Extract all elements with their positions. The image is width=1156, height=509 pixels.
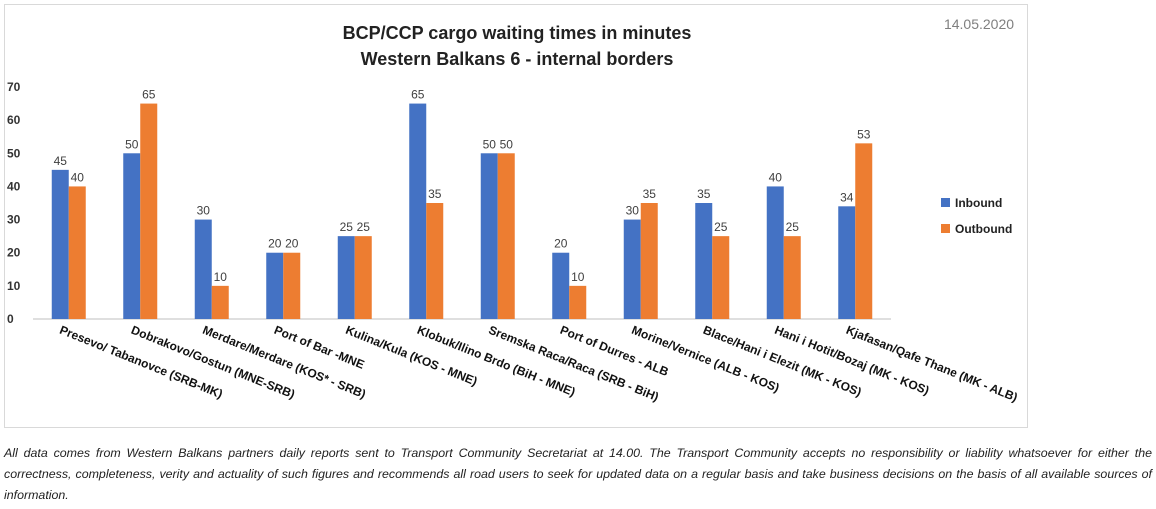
bar-outbound (569, 285, 587, 319)
bars-group (51, 103, 873, 319)
y-tick-label: 20 (7, 246, 21, 260)
bar-inbound (838, 206, 856, 319)
data-label-inbound: 20 (554, 237, 568, 251)
legend-swatch-inbound (941, 198, 950, 207)
chart-container: BCP/CCP cargo waiting times in minutes W… (4, 4, 1028, 428)
data-label-inbound: 50 (483, 137, 497, 151)
chart-date: 14.05.2020 (944, 16, 1014, 32)
data-label-inbound: 45 (54, 154, 68, 168)
bar-inbound (695, 203, 713, 319)
bar-outbound (640, 203, 658, 319)
y-tick-label: 50 (7, 146, 21, 160)
data-label-outbound: 35 (428, 187, 442, 201)
legend-label-outbound: Outbound (955, 222, 1012, 236)
legend: Inbound Outbound (941, 196, 1012, 236)
x-axis-tick-labels: Presevo/ Tabanovce (SRB-MK)Dobrakovo/Gos… (58, 323, 1020, 405)
legend-label-inbound: Inbound (955, 196, 1002, 210)
bar-inbound (123, 153, 141, 319)
y-tick-label: 70 (7, 80, 21, 94)
bar-outbound (283, 252, 301, 319)
bar-outbound (855, 143, 873, 319)
bar-inbound (409, 103, 427, 319)
y-tick-label: 60 (7, 113, 21, 127)
chart-title-line-2: Western Balkans 6 - internal borders (361, 49, 674, 69)
y-tick-label: 40 (7, 179, 21, 193)
bar-outbound (712, 236, 730, 319)
y-tick-label: 10 (7, 279, 21, 293)
data-label-outbound: 25 (786, 220, 800, 234)
data-label-outbound: 53 (857, 127, 871, 141)
data-label-outbound: 10 (571, 270, 585, 284)
y-axis-ticks: 0 10 20 30 40 50 60 70 (7, 80, 21, 326)
data-label-outbound: 25 (357, 220, 371, 234)
bar-inbound (480, 153, 498, 319)
data-label-inbound: 25 (340, 220, 354, 234)
data-label-outbound: 65 (142, 88, 156, 102)
x-tick-label: Kulina/Kula (KOS - MNE) (344, 323, 480, 389)
bar-inbound (623, 219, 641, 319)
data-label-inbound: 30 (197, 204, 211, 218)
data-label-inbound: 35 (697, 187, 711, 201)
data-label-outbound: 20 (285, 237, 299, 251)
data-label-inbound: 40 (769, 170, 783, 184)
bar-chart: BCP/CCP cargo waiting times in minutes W… (7, 16, 1020, 405)
bar-inbound (766, 186, 784, 319)
bar-inbound (337, 236, 355, 319)
bar-outbound (426, 203, 444, 319)
data-label-inbound: 20 (268, 237, 282, 251)
data-label-inbound: 30 (626, 204, 640, 218)
data-label-outbound: 35 (643, 187, 657, 201)
legend-swatch-outbound (941, 224, 950, 233)
data-label-outbound: 50 (500, 137, 514, 151)
data-label-inbound: 50 (125, 137, 139, 151)
bar-inbound (51, 169, 69, 319)
disclaimer-text: All data comes from Western Balkans part… (4, 446, 1152, 502)
data-label-outbound: 25 (714, 220, 728, 234)
y-tick-label: 30 (7, 213, 21, 227)
chart-title-line-1: BCP/CCP cargo waiting times in minutes (343, 23, 692, 43)
bar-outbound (497, 153, 515, 319)
y-tick-label: 0 (7, 312, 14, 326)
bar-inbound (552, 252, 570, 319)
bar-outbound (140, 103, 158, 319)
bar-outbound (68, 186, 86, 319)
bar-inbound (266, 252, 284, 319)
bar-inbound (194, 219, 212, 319)
bar-outbound (354, 236, 372, 319)
data-label-outbound: 40 (71, 170, 85, 184)
data-label-inbound: 34 (840, 190, 854, 204)
data-label-inbound: 65 (411, 88, 425, 102)
bar-outbound (211, 285, 229, 319)
bar-outbound (783, 236, 801, 319)
data-label-outbound: 10 (214, 270, 228, 284)
